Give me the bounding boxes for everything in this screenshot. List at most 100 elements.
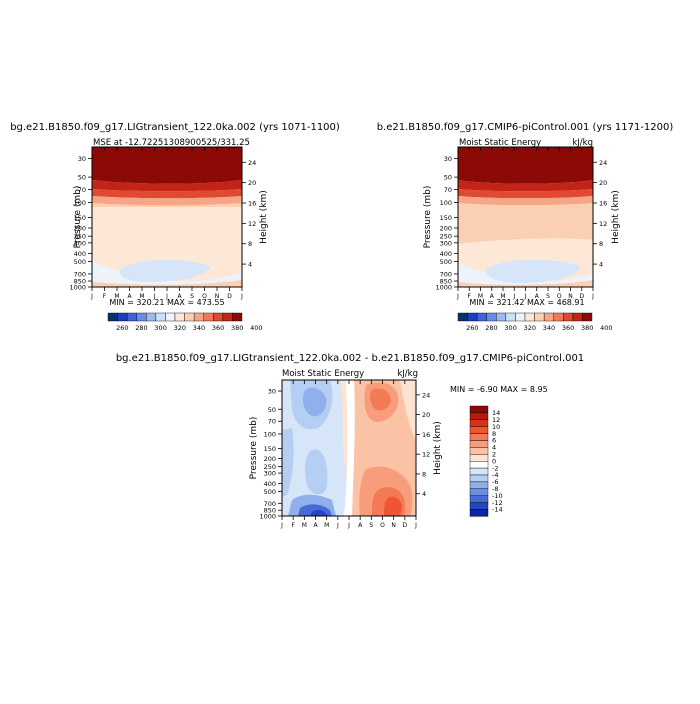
y2-tick-label: 12: [248, 220, 256, 228]
panel-3: bg.e21.B1850.f09_g17.LIGtransient_122.0k…: [116, 353, 584, 529]
y-tick-label: 850: [74, 278, 86, 286]
y-tick-label: 30: [78, 155, 86, 163]
x-tick-label: M: [500, 293, 505, 300]
colorbar-swatch: [515, 312, 526, 322]
colorbar-label: 320: [174, 324, 186, 332]
y2-tick-label: 20: [599, 179, 607, 187]
x-tick-label: J: [347, 522, 350, 529]
x-tick-label: D: [579, 293, 584, 300]
y-tick-label: 400: [74, 250, 86, 258]
y-tick-label: 100: [440, 199, 452, 207]
y-tick-label: 500: [440, 258, 452, 266]
panel-2-band-max: [458, 147, 593, 184]
panel-3-units: kJ/kg: [397, 369, 418, 379]
x-tick-label: J: [90, 293, 93, 300]
colorbar-swatch: [203, 312, 214, 322]
colorbar-label: -12: [492, 499, 503, 507]
x-tick-label: S: [546, 293, 550, 300]
panel-1-y2label: Height (km): [259, 190, 269, 244]
y-tick-label: 400: [264, 480, 276, 488]
x-tick-label: J: [591, 293, 594, 300]
colorbar-swatch: [117, 312, 128, 322]
y2-tick-label: 8: [248, 240, 252, 248]
panel-2-units: kJ/kg: [572, 138, 593, 148]
x-tick-label: J: [524, 293, 527, 300]
colorbar-swatch: [136, 312, 147, 322]
y-tick-label: 400: [440, 250, 452, 258]
colorbar-swatch: [193, 312, 204, 322]
colorbar-label: 340: [543, 324, 555, 332]
x-tick-label: D: [403, 522, 408, 529]
x-tick-label: O: [380, 522, 385, 529]
colorbar-swatch: [469, 495, 489, 503]
y2-tick-label: 16: [422, 431, 430, 439]
colorbar-swatch: [534, 312, 545, 322]
x-tick-label: A: [358, 522, 363, 529]
colorbar-label: 260: [116, 324, 128, 332]
colorbar-swatch: [553, 312, 564, 322]
y-tick-label: 200: [74, 224, 86, 232]
colorbar-swatch: [469, 412, 489, 420]
colorbar-label: 300: [154, 324, 166, 332]
y2-tick-label: 4: [422, 490, 426, 498]
y-tick-label: 500: [264, 488, 276, 496]
colorbar-swatch: [469, 467, 489, 476]
y-tick-label: 250: [440, 233, 452, 241]
colorbar-label: 10: [492, 423, 500, 431]
colorbar-swatch: [469, 405, 489, 414]
x-tick-label: M: [114, 293, 119, 300]
panel-3-ylabel: Pressure (mb): [249, 417, 259, 480]
y-tick-label: 50: [268, 406, 276, 414]
colorbar-swatch: [572, 312, 583, 322]
panel-3-plot-area: [282, 380, 416, 516]
y2-tick-label: 8: [422, 470, 426, 478]
x-tick-label: A: [490, 293, 495, 300]
x-tick-label: J: [280, 522, 283, 529]
y-tick-label: 150: [74, 214, 86, 222]
x-tick-label: S: [369, 522, 373, 529]
colorbar-label: 12: [492, 416, 500, 424]
colorbar-swatch: [524, 312, 535, 322]
colorbar-label: 280: [485, 324, 497, 332]
y-tick-label: 1000: [435, 284, 452, 292]
colorbar-swatch: [222, 312, 233, 322]
y2-tick-label: 16: [248, 200, 256, 208]
y-tick-label: 50: [444, 174, 452, 182]
colorbar-label: 380: [581, 324, 593, 332]
y-tick-label: 300: [74, 239, 86, 247]
panel-3-subtitle: Moist Static Energy: [282, 369, 364, 379]
colorbar-swatch: [126, 312, 137, 322]
x-tick-label: M: [139, 293, 144, 300]
colorbar-swatch: [469, 461, 489, 469]
y-tick-label: 1000: [69, 284, 86, 292]
colorbar-swatch: [174, 312, 185, 322]
colorbar-swatch: [155, 312, 166, 322]
x-tick-label: M: [302, 522, 307, 529]
panel-2-stats: MIN = 321.42 MAX = 468.91: [469, 298, 584, 307]
colorbar-swatch: [496, 312, 507, 322]
panel-2-min-region: [485, 259, 580, 283]
colorbar-swatch: [469, 433, 489, 441]
y2-tick-label: 8: [599, 240, 603, 248]
colorbar-label: 4: [492, 444, 496, 452]
x-tick-label: O: [557, 293, 562, 300]
panel-2-colorbar: 260 280 300 320 340 360 380 400: [457, 312, 613, 332]
colorbar-label: 6: [492, 437, 496, 445]
colorbar-label: 260: [466, 324, 478, 332]
y-tick-label: 700: [74, 270, 86, 278]
y-tick-label: 70: [444, 186, 452, 194]
colorbar-label: 400: [250, 324, 262, 332]
colorbar-label: 280: [135, 324, 147, 332]
panel-1-band-max: [92, 147, 242, 184]
x-tick-label: N: [568, 293, 573, 300]
y-tick-label: 100: [264, 430, 276, 438]
colorbar-swatch: [469, 440, 489, 448]
panel-3-title: bg.e21.B1850.f09_g17.LIGtransient_122.0k…: [116, 353, 584, 364]
colorbar-label: 2: [492, 451, 496, 459]
panel-1-y2-axis: 24 20 16 12 8 4: [242, 159, 256, 269]
x-tick-label: S: [190, 293, 194, 300]
